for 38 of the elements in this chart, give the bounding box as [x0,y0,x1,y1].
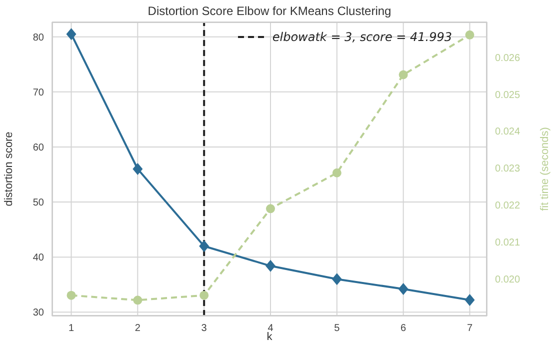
x-tick-label: 2 [134,323,141,334]
x-axis-title: k [266,331,273,343]
point [200,290,209,300]
y-tick-label: 80 [32,32,44,44]
x-tick-label: 7 [466,323,473,334]
y-tick-label: 40 [32,252,44,264]
y-tick-label: 70 [32,87,44,98]
ref-line-label: elbowatk = 3, score = 41.993 [272,30,452,44]
y-axis-title: distortion score [2,132,15,206]
y2-tick-label: 0.023 [495,164,520,175]
y2-tick-label: 0.022 [495,200,520,212]
y-tick-label: 60 [32,142,44,154]
point [66,28,76,40]
x-tick-label: 5 [334,323,340,334]
y2-tick-label: 0.020 [495,274,520,286]
y2-axis-title: fit time (seconds) [538,127,551,211]
y-tick-label: 50 [32,198,44,209]
y2-tick-label: 0.021 [495,237,520,248]
y2-tick-label: 0.026 [495,52,520,64]
point [465,30,474,40]
point [133,296,142,305]
point [199,240,210,252]
y-tick-label: 30 [32,308,44,319]
chart-title: Distortion Score Elbow for KMeans Clustering [146,4,392,18]
x-tick-label: 6 [400,323,407,334]
point [332,273,342,286]
point [464,294,475,306]
point [66,290,76,300]
y2-tick-label: 0.024 [495,126,520,138]
point [266,204,275,214]
point [265,260,276,272]
y2-tick-label: 0.025 [495,90,520,101]
point [132,163,143,175]
x-tick-label: 1 [68,323,74,334]
x-tick-label: 3 [201,323,208,334]
point [398,283,408,296]
point [398,70,408,80]
point [332,168,342,178]
